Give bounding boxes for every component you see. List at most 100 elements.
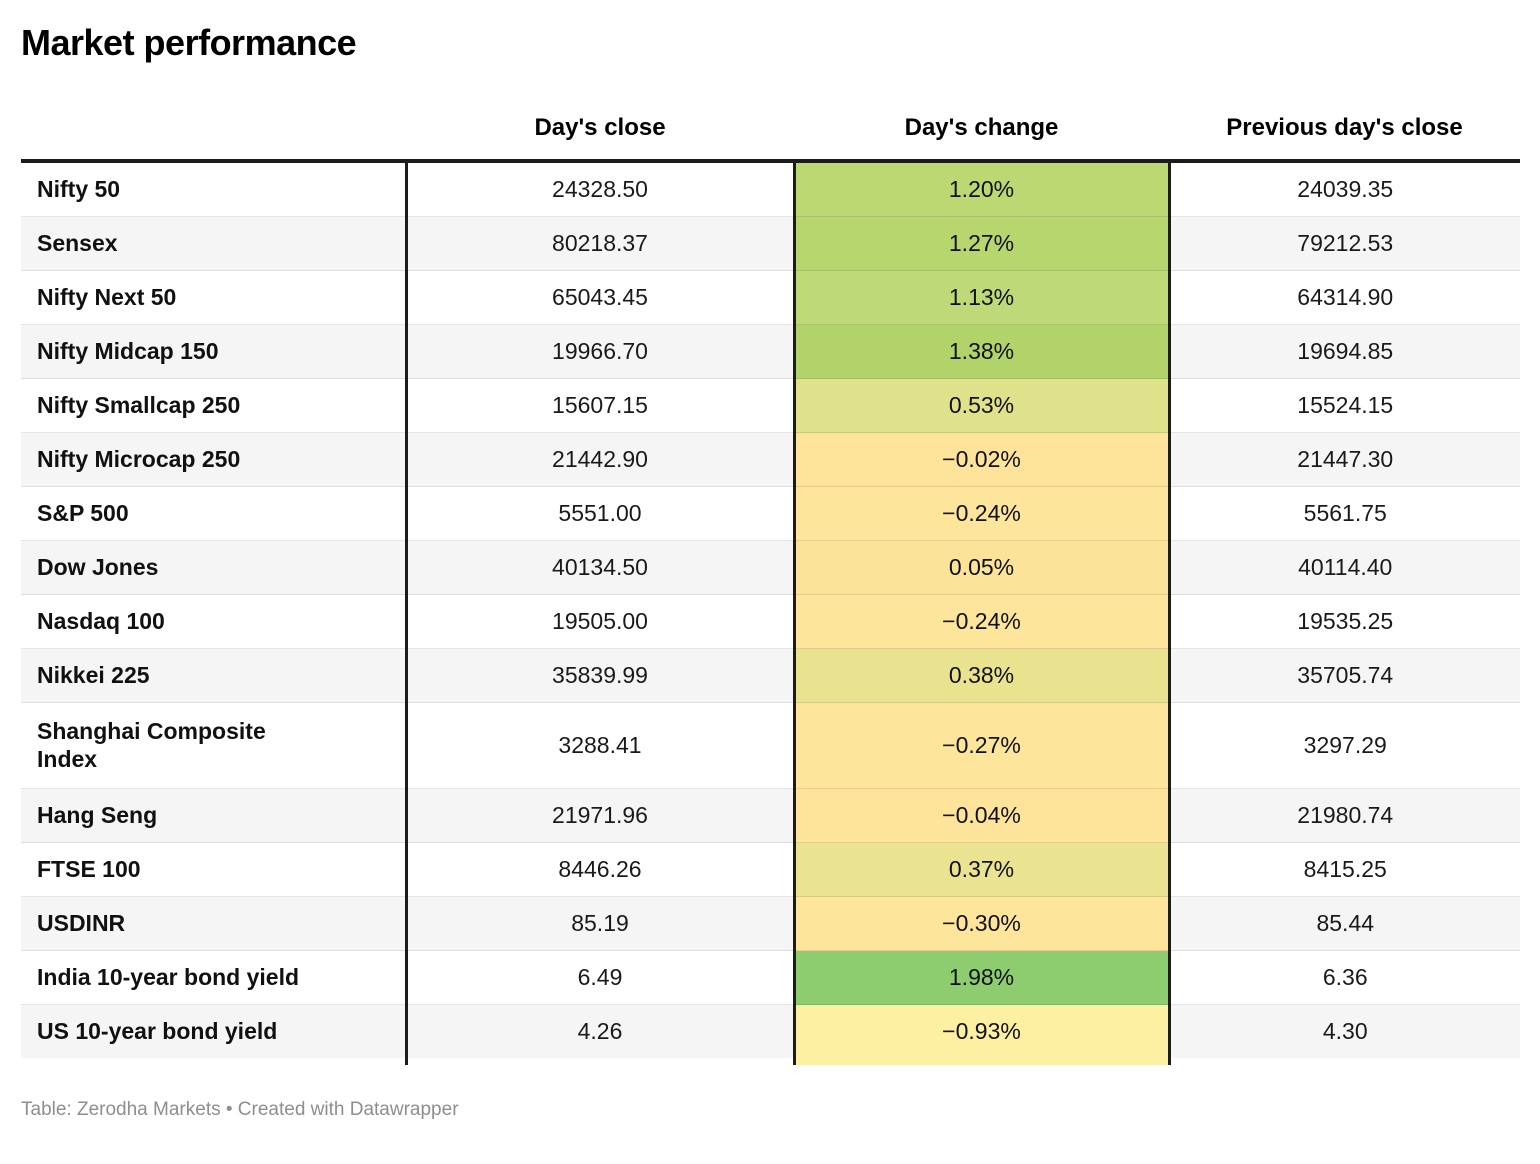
days-close-cell: 3288.41 — [404, 702, 794, 789]
previous-close-cell: 5561.75 — [1169, 486, 1520, 541]
previous-close-cell: 79212.53 — [1169, 216, 1520, 271]
row-label: Nifty Smallcap 250 — [37, 392, 241, 418]
previous-close-cell: 8415.25 — [1169, 842, 1520, 897]
previous-close-cell: 21980.74 — [1169, 788, 1520, 843]
previous-close-cell: 35705.74 — [1169, 648, 1520, 703]
days-close-cell: 4.26 — [404, 1004, 794, 1058]
days-change-cell: −0.93% — [792, 1004, 1171, 1058]
row-label-cell: Nasdaq 100 — [21, 594, 406, 649]
table-row: Hang Seng 21971.96 −0.04% 21980.74 — [21, 788, 1520, 843]
days-close-cell: 40134.50 — [404, 540, 794, 595]
row-label-cell: India 10-year bond yield — [21, 950, 406, 1005]
header-row: Day's close Day's change Previous day's … — [21, 104, 1520, 163]
previous-close-cell: 24039.35 — [1297, 176, 1394, 202]
days-close-cell: 6.49 — [404, 950, 794, 1005]
row-label: USDINR — [37, 910, 126, 936]
table-header: Day's close Day's change Previous day's … — [21, 104, 1520, 163]
previous-close-cell: 15524.15 — [1169, 378, 1520, 433]
row-label: Hang Seng — [37, 802, 158, 828]
days-change-cell: 1.27% — [792, 216, 1171, 271]
table-row: Shanghai Composite Index 3288.41 −0.27% 329… — [21, 702, 1520, 789]
days-change-cell: 0.05% — [792, 540, 1171, 595]
row-label-cell: Nifty Smallcap 250 — [21, 378, 406, 433]
table-row: USDINR 85.19 −0.30% 85.44 — [21, 896, 1520, 951]
days-close-cell: 65043.45 — [404, 270, 794, 325]
table-body: Nifty 50 24328.50 1.20% 24039.35 Sensex 80218… — [21, 161, 1520, 1065]
row-label-cell: Nifty Next 50 — [21, 270, 406, 325]
days-change-cell: −0.27% — [792, 702, 1171, 789]
days-close-cell: 5551.00 — [404, 486, 794, 541]
table-row: Dow Jones 40134.50 0.05% 40114.40 — [21, 540, 1520, 595]
table-row: Nifty Microcap 250 21442.90 −0.02% 21447.30 — [21, 432, 1520, 487]
spacer-cell — [792, 1058, 1171, 1065]
row-label: FTSE 100 — [37, 856, 141, 882]
table-row: FTSE 100 8446.26 0.37% 8415.25 — [21, 842, 1520, 897]
days-close-cell: 80218.37 — [404, 216, 794, 271]
table-row: Sensex 80218.37 1.27% 79212.53 — [21, 216, 1520, 271]
days-change-cell: 1.20% — [792, 161, 1171, 217]
row-label-cell: S&P 500 — [21, 486, 406, 541]
row-label-cell: FTSE 100 — [21, 842, 406, 897]
days-close-cell: 21442.90 — [404, 432, 794, 487]
row-label-cell: Nifty Midcap 150 — [21, 324, 406, 379]
row-label: Nifty 50 — [37, 176, 121, 202]
row-label: Nasdaq 100 — [37, 608, 165, 634]
days-close-cell: 19505.00 — [404, 594, 794, 649]
days-change-cell: 1.98% — [792, 950, 1171, 1005]
previous-close-cell: 19535.25 — [1169, 594, 1520, 649]
row-label: Shanghai Composite Index — [37, 718, 266, 772]
row-label-cell: Nifty 50 — [21, 161, 406, 217]
previous-close-cell: 3297.29 — [1169, 702, 1520, 789]
row-label: India 10-year bond yield — [37, 964, 300, 990]
days-change-cell: 0.38% — [792, 648, 1171, 703]
row-label-cell: US 10-year bond yield — [21, 1004, 406, 1058]
header-previous-days-close: Previous day's close — [1169, 104, 1520, 163]
row-label: Nikkei 225 — [37, 662, 150, 688]
row-label: Nifty Midcap 150 — [37, 338, 219, 364]
previous-close-cell: 21447.30 — [1169, 432, 1520, 487]
spacer-cell — [21, 1058, 406, 1065]
row-label-cell: Shanghai Composite Index — [21, 702, 406, 789]
table-row: India 10-year bond yield 6.49 1.98% 6.36 — [21, 950, 1520, 1005]
previous-close-cell: 64314.90 — [1169, 270, 1520, 325]
table-bottom-spacer — [21, 1058, 1520, 1065]
row-label-cell: Hang Seng — [21, 788, 406, 843]
row-label: S&P 500 — [37, 500, 129, 526]
row-label-cell: Nikkei 225 — [21, 648, 406, 703]
row-label: Sensex — [37, 230, 118, 256]
days-change-cell: −0.02% — [792, 432, 1171, 487]
previous-close-cell: 40114.40 — [1169, 540, 1520, 595]
row-label-cell: Dow Jones — [21, 540, 406, 595]
row-label-cell: Nifty Microcap 250 — [21, 432, 406, 487]
days-change-cell: 1.38% — [792, 324, 1171, 379]
days-change-cell: −0.24% — [792, 486, 1171, 541]
days-close-cell: 8446.26 — [404, 842, 794, 897]
days-close-cell: 85.19 — [404, 896, 794, 951]
row-label: Nifty Microcap 250 — [37, 446, 241, 472]
header-days-close: Day's close — [406, 104, 794, 163]
header-blank — [21, 104, 406, 163]
days-change-cell: −0.24% — [792, 594, 1171, 649]
days-change-cell: 0.37% — [792, 842, 1171, 897]
days-change-cell: −0.30% — [792, 896, 1171, 951]
days-close-cell: 15607.15 — [404, 378, 794, 433]
days-change-cell: 1.13% — [792, 270, 1171, 325]
days-close-cell: 35839.99 — [404, 648, 794, 703]
table-row: Nifty 50 24328.50 1.20% 24039.35 — [21, 161, 1520, 217]
row-label-cell: USDINR — [21, 896, 406, 951]
days-close-cell: 19966.70 — [404, 324, 794, 379]
days-close-cell: 21971.96 — [404, 788, 794, 843]
days-change-cell: −0.04% — [792, 788, 1171, 843]
spacer-cell — [1169, 1058, 1520, 1065]
table-row: Nifty Midcap 150 19966.70 1.38% 19694.85 — [21, 324, 1520, 379]
table-row: Nifty Next 50 65043.45 1.13% 64314.90 — [21, 270, 1520, 325]
market-performance-table: Day's close Day's change Previous day's … — [21, 104, 1520, 1065]
table-row: Nasdaq 100 19505.00 −0.24% 19535.25 — [21, 594, 1520, 649]
days-close-cell: 24328.50 — [404, 161, 794, 217]
previous-close-cell: 19694.85 — [1169, 324, 1520, 379]
previous-close-cell: 85.44 — [1169, 896, 1520, 951]
table-row: S&P 500 5551.00 −0.24% 5561.75 — [21, 486, 1520, 541]
table-row: Nifty Smallcap 250 15607.15 0.53% 15524.15 — [21, 378, 1520, 433]
page-title: Market performance — [21, 22, 357, 63]
